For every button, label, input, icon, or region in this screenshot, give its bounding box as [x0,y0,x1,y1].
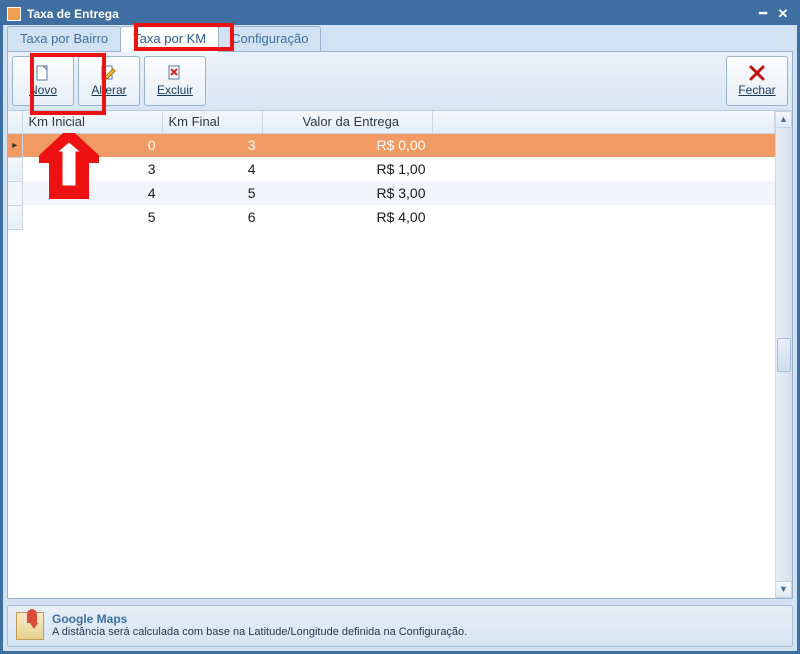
tab-strip: Taxa por Bairro Taxa por KM Configuração [3,25,797,51]
edit-icon [101,65,117,81]
row-indicator-icon [8,181,22,205]
cell-km-final[interactable]: 3 [162,133,262,157]
cell-valor[interactable]: R$ 4,00 [262,205,432,229]
novo-button[interactable]: Novo [12,56,74,106]
grid-container: Km Inicial Km Final Valor da Entrega ▸ 0… [8,111,792,598]
cell-km-inicial[interactable]: 5 [22,205,162,229]
new-icon [35,65,51,81]
row-indicator-icon [8,157,22,181]
map-pin-icon [16,612,44,640]
cell-valor[interactable]: R$ 0,00 [262,133,432,157]
cell-valor[interactable]: R$ 3,00 [262,181,432,205]
scroll-thumb[interactable] [777,338,791,372]
window-title: Taxa de Entrega [27,7,753,21]
alterar-button[interactable]: Alterar [78,56,140,106]
cell-km-final[interactable]: 5 [162,181,262,205]
toolbar: Novo Alterar Excluir [8,52,792,111]
excluir-label: Excluir [157,83,193,97]
titlebar: Taxa de Entrega 🗕 ✕ [3,3,797,25]
tab-taxa-por-km[interactable]: Taxa por KM [120,26,219,52]
scroll-down-icon[interactable]: ▼ [776,581,792,598]
footer-description: A distância será calculada com base na L… [52,626,467,638]
tab-taxa-por-bairro[interactable]: Taxa por Bairro [7,26,121,51]
minimize-icon[interactable]: 🗕 [753,3,773,25]
cell-km-inicial[interactable]: 0 [22,133,162,157]
scroll-track[interactable] [776,128,792,581]
cell-km-inicial[interactable]: 3 [22,157,162,181]
table-row[interactable]: 5 6 R$ 4,00 [8,205,775,229]
footer-text-block: Google Maps A distância será calculada c… [52,612,467,638]
table-row[interactable]: 4 5 R$ 3,00 [8,181,775,205]
novo-label: Novo [29,83,57,97]
cell-km-inicial[interactable]: 4 [22,181,162,205]
col-filler [432,111,775,133]
cell-km-final[interactable]: 6 [162,205,262,229]
col-km-final[interactable]: Km Final [162,111,262,133]
footer-info-box: Google Maps A distância será calculada c… [7,605,793,647]
table-header-row: Km Inicial Km Final Valor da Entrega [8,111,775,133]
cell-km-final[interactable]: 4 [162,157,262,181]
row-indicator-icon: ▸ [8,133,22,157]
row-indicator-header [8,111,22,133]
client-area: Taxa por Bairro Taxa por KM Configuração… [3,25,797,651]
delete-icon [167,65,183,81]
alterar-label: Alterar [91,83,126,97]
window-frame: Taxa de Entrega 🗕 ✕ Taxa por Bairro Taxa… [0,0,800,654]
close-red-icon [749,65,765,81]
tab-content: Novo Alterar Excluir [7,51,793,599]
vertical-scrollbar[interactable]: ▲ ▼ [775,111,792,598]
scroll-up-icon[interactable]: ▲ [776,111,792,128]
col-km-inicial[interactable]: Km Inicial [22,111,162,133]
tab-configuracao[interactable]: Configuração [218,26,321,51]
table-row[interactable]: 3 4 R$ 1,00 [8,157,775,181]
excluir-button[interactable]: Excluir [144,56,206,106]
app-icon [7,7,21,21]
fechar-label: Fechar [738,83,775,97]
close-icon[interactable]: ✕ [773,6,793,22]
toolbar-spacer [210,56,722,106]
col-valor[interactable]: Valor da Entrega [262,111,432,133]
rates-table[interactable]: Km Inicial Km Final Valor da Entrega ▸ 0… [8,111,775,230]
footer-title: Google Maps [52,612,467,626]
table-row[interactable]: ▸ 0 3 R$ 0,00 [8,133,775,157]
cell-valor[interactable]: R$ 1,00 [262,157,432,181]
row-indicator-icon [8,205,22,229]
fechar-button[interactable]: Fechar [726,56,788,106]
